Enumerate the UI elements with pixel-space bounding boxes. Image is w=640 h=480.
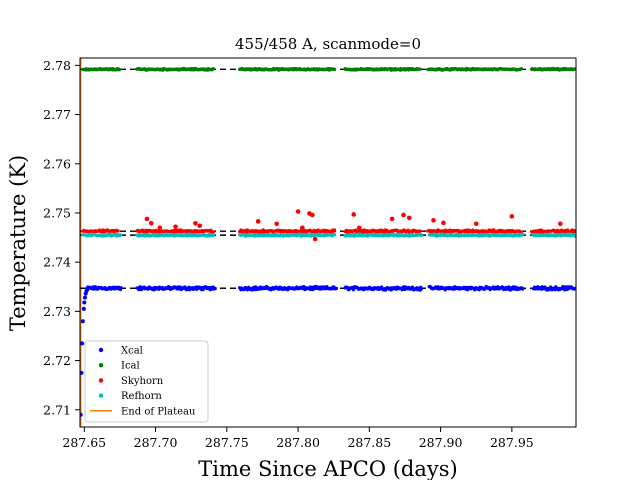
legend-label: Skyhorn <box>121 376 164 387</box>
data-point <box>334 286 339 290</box>
x-axis: 287.65 287.70 287.75 287.80 287.85 287.90 287.… <box>62 427 534 450</box>
data-point <box>119 286 123 290</box>
data-point <box>211 230 215 234</box>
data-point <box>441 220 446 226</box>
data-point <box>563 288 567 292</box>
data-point <box>573 230 576 234</box>
data-point <box>116 229 120 233</box>
legend: Xcal Ical Skyhorn Refhorn End of Plateau <box>84 340 209 423</box>
data-point <box>157 225 163 231</box>
series-skyhorn <box>81 209 576 242</box>
data-point <box>144 216 150 222</box>
x-tick-label: 287.90 <box>419 435 463 450</box>
data-point <box>255 219 261 224</box>
data-point <box>85 287 90 292</box>
y-tick-label: 2.75 <box>43 205 71 220</box>
y-tick-label: 2.78 <box>43 58 71 73</box>
legend-marker <box>98 363 104 368</box>
series-ical <box>81 66 576 72</box>
x-tick-label: 287.70 <box>134 435 178 450</box>
x-tick-label: 287.95 <box>490 435 534 450</box>
data-point <box>519 66 524 71</box>
legend-marker <box>98 393 104 398</box>
data-point <box>401 212 406 218</box>
data-point <box>357 225 362 231</box>
y-axis: 2.71 2.72 2.73 2.74 2.75 2.76 2.77 2.78 <box>43 58 80 417</box>
data-point <box>473 221 479 227</box>
data-point <box>197 223 203 229</box>
data-point <box>193 221 198 226</box>
data-point <box>431 218 436 223</box>
data-point <box>351 212 356 217</box>
data-point <box>80 370 84 375</box>
legend-marker <box>98 347 104 353</box>
data-point <box>389 216 395 222</box>
data-point <box>300 225 305 231</box>
data-point <box>406 215 412 221</box>
data-point <box>419 287 424 291</box>
data-point <box>573 233 576 237</box>
data-point <box>80 412 83 417</box>
legend-label: Refhorn <box>121 391 162 402</box>
data-point <box>558 221 563 227</box>
chart-title: 455/458 A, scanmode=0 <box>235 35 421 53</box>
x-tick-label: 287.75 <box>205 435 249 450</box>
data-point <box>521 287 525 291</box>
legend-label: Ical <box>121 361 140 372</box>
legend-label: Xcal <box>121 346 143 357</box>
data-point <box>418 229 422 233</box>
data-point <box>211 67 215 71</box>
data-point <box>509 214 515 219</box>
x-tick-label: 287.80 <box>276 435 320 450</box>
data-point <box>82 295 87 300</box>
data-point <box>117 68 122 72</box>
data-point <box>119 233 123 237</box>
y-tick-label: 2.76 <box>43 156 71 171</box>
x-tick-label: 287.85 <box>347 435 391 450</box>
data-point <box>332 67 337 71</box>
data-point <box>81 306 86 311</box>
data-point <box>274 221 279 227</box>
series-refhorn <box>81 232 576 238</box>
data-point <box>573 286 576 290</box>
x-tick-label: 287.65 <box>62 435 106 450</box>
plot-frame <box>79 57 577 428</box>
series-xcal <box>80 284 576 417</box>
data-point <box>332 233 337 237</box>
plot-area <box>80 58 576 427</box>
data-point <box>419 233 424 237</box>
y-tick-label: 2.73 <box>43 304 71 319</box>
legend-marker <box>98 378 104 383</box>
legend-box <box>84 340 209 423</box>
y-axis-label: Temperature (K) <box>6 155 30 331</box>
data-point <box>295 209 301 214</box>
data-point <box>573 67 576 71</box>
data-point <box>82 300 87 305</box>
legend-label: End of Plateau <box>121 406 196 417</box>
x-axis-label: Time Since APCO (days) <box>198 457 457 480</box>
data-point <box>173 224 178 230</box>
data-point <box>80 319 85 324</box>
data-point <box>213 286 217 291</box>
y-tick-label: 2.72 <box>43 353 71 368</box>
data-point <box>312 236 318 242</box>
data-point <box>521 232 525 236</box>
y-tick-label: 2.74 <box>43 255 71 270</box>
data-point <box>80 341 85 346</box>
y-tick-label: 2.71 <box>43 402 71 417</box>
data-point <box>310 212 315 218</box>
data-point <box>418 67 422 71</box>
data-point <box>148 221 154 226</box>
y-tick-label: 2.77 <box>43 107 71 122</box>
data-point <box>332 228 337 232</box>
data-point <box>211 233 215 238</box>
